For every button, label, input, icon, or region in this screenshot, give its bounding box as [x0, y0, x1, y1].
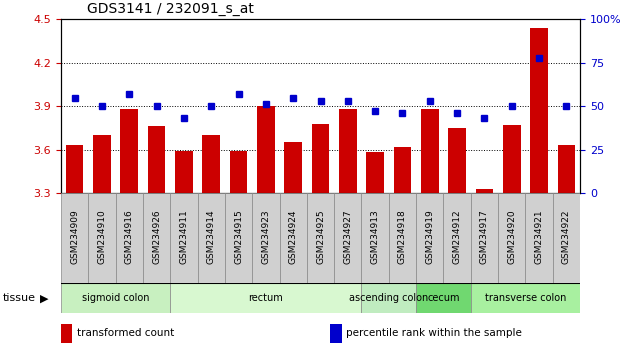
Text: GSM234927: GSM234927 [344, 209, 353, 264]
Bar [339, 109, 356, 193]
Text: GSM234921: GSM234921 [535, 209, 544, 264]
Bar [225, 193, 252, 283]
Bar [121, 109, 138, 193]
Bar [197, 193, 225, 283]
Bar [498, 193, 526, 283]
Bar [362, 193, 389, 283]
Bar [88, 193, 115, 283]
Bar [61, 283, 171, 313]
Text: GSM234919: GSM234919 [426, 209, 435, 264]
Bar [389, 193, 416, 283]
Text: GSM234911: GSM234911 [179, 209, 188, 264]
Text: rectum: rectum [249, 293, 283, 303]
Text: GSM234909: GSM234909 [70, 209, 79, 264]
Bar [229, 151, 247, 193]
Bar [175, 151, 193, 193]
Text: transformed count: transformed count [77, 329, 174, 338]
Bar [448, 128, 466, 193]
Text: GSM234916: GSM234916 [125, 209, 134, 264]
Bar [421, 109, 438, 193]
Bar [416, 283, 470, 313]
Text: sigmoid colon: sigmoid colon [82, 293, 149, 303]
Text: GSM234925: GSM234925 [316, 209, 325, 264]
Bar [334, 193, 362, 283]
Text: ▶: ▶ [40, 293, 48, 303]
Bar [143, 193, 171, 283]
Bar [362, 283, 416, 313]
Text: GDS3141 / 232091_s_at: GDS3141 / 232091_s_at [87, 2, 253, 16]
Text: GSM234910: GSM234910 [97, 209, 106, 264]
Text: tissue: tissue [3, 293, 36, 303]
Bar [553, 193, 580, 283]
Text: cecum: cecum [427, 293, 460, 303]
Bar [416, 193, 444, 283]
Bar [307, 193, 334, 283]
Bar [61, 193, 88, 283]
Text: GSM234917: GSM234917 [480, 209, 489, 264]
Bar [93, 135, 111, 193]
Bar [526, 193, 553, 283]
Bar [558, 145, 576, 193]
Text: GSM234924: GSM234924 [288, 209, 297, 263]
Text: percentile rank within the sample: percentile rank within the sample [346, 329, 522, 338]
Text: GSM234912: GSM234912 [453, 209, 462, 264]
Text: GSM234914: GSM234914 [206, 209, 215, 264]
Bar [257, 106, 275, 193]
Bar [530, 28, 548, 193]
Text: GSM234913: GSM234913 [370, 209, 379, 264]
Bar [394, 147, 412, 193]
Bar [252, 193, 279, 283]
Text: GSM234926: GSM234926 [152, 209, 161, 264]
Bar [65, 145, 83, 193]
Bar [115, 193, 143, 283]
Bar [171, 283, 362, 313]
Bar [285, 142, 302, 193]
Text: GSM234922: GSM234922 [562, 209, 571, 263]
Text: GSM234920: GSM234920 [507, 209, 516, 264]
Text: GSM234915: GSM234915 [234, 209, 243, 264]
Bar [470, 283, 580, 313]
Bar [203, 135, 220, 193]
Bar [503, 125, 520, 193]
Bar [470, 193, 498, 283]
Text: ascending colon: ascending colon [349, 293, 428, 303]
Bar [312, 124, 329, 193]
Text: GSM234918: GSM234918 [398, 209, 407, 264]
Bar [279, 193, 307, 283]
Bar [171, 193, 197, 283]
Bar [444, 193, 470, 283]
Text: transverse colon: transverse colon [485, 293, 566, 303]
Text: GSM234923: GSM234923 [262, 209, 271, 264]
Bar [476, 189, 494, 193]
Bar [366, 153, 384, 193]
Bar [147, 126, 165, 193]
